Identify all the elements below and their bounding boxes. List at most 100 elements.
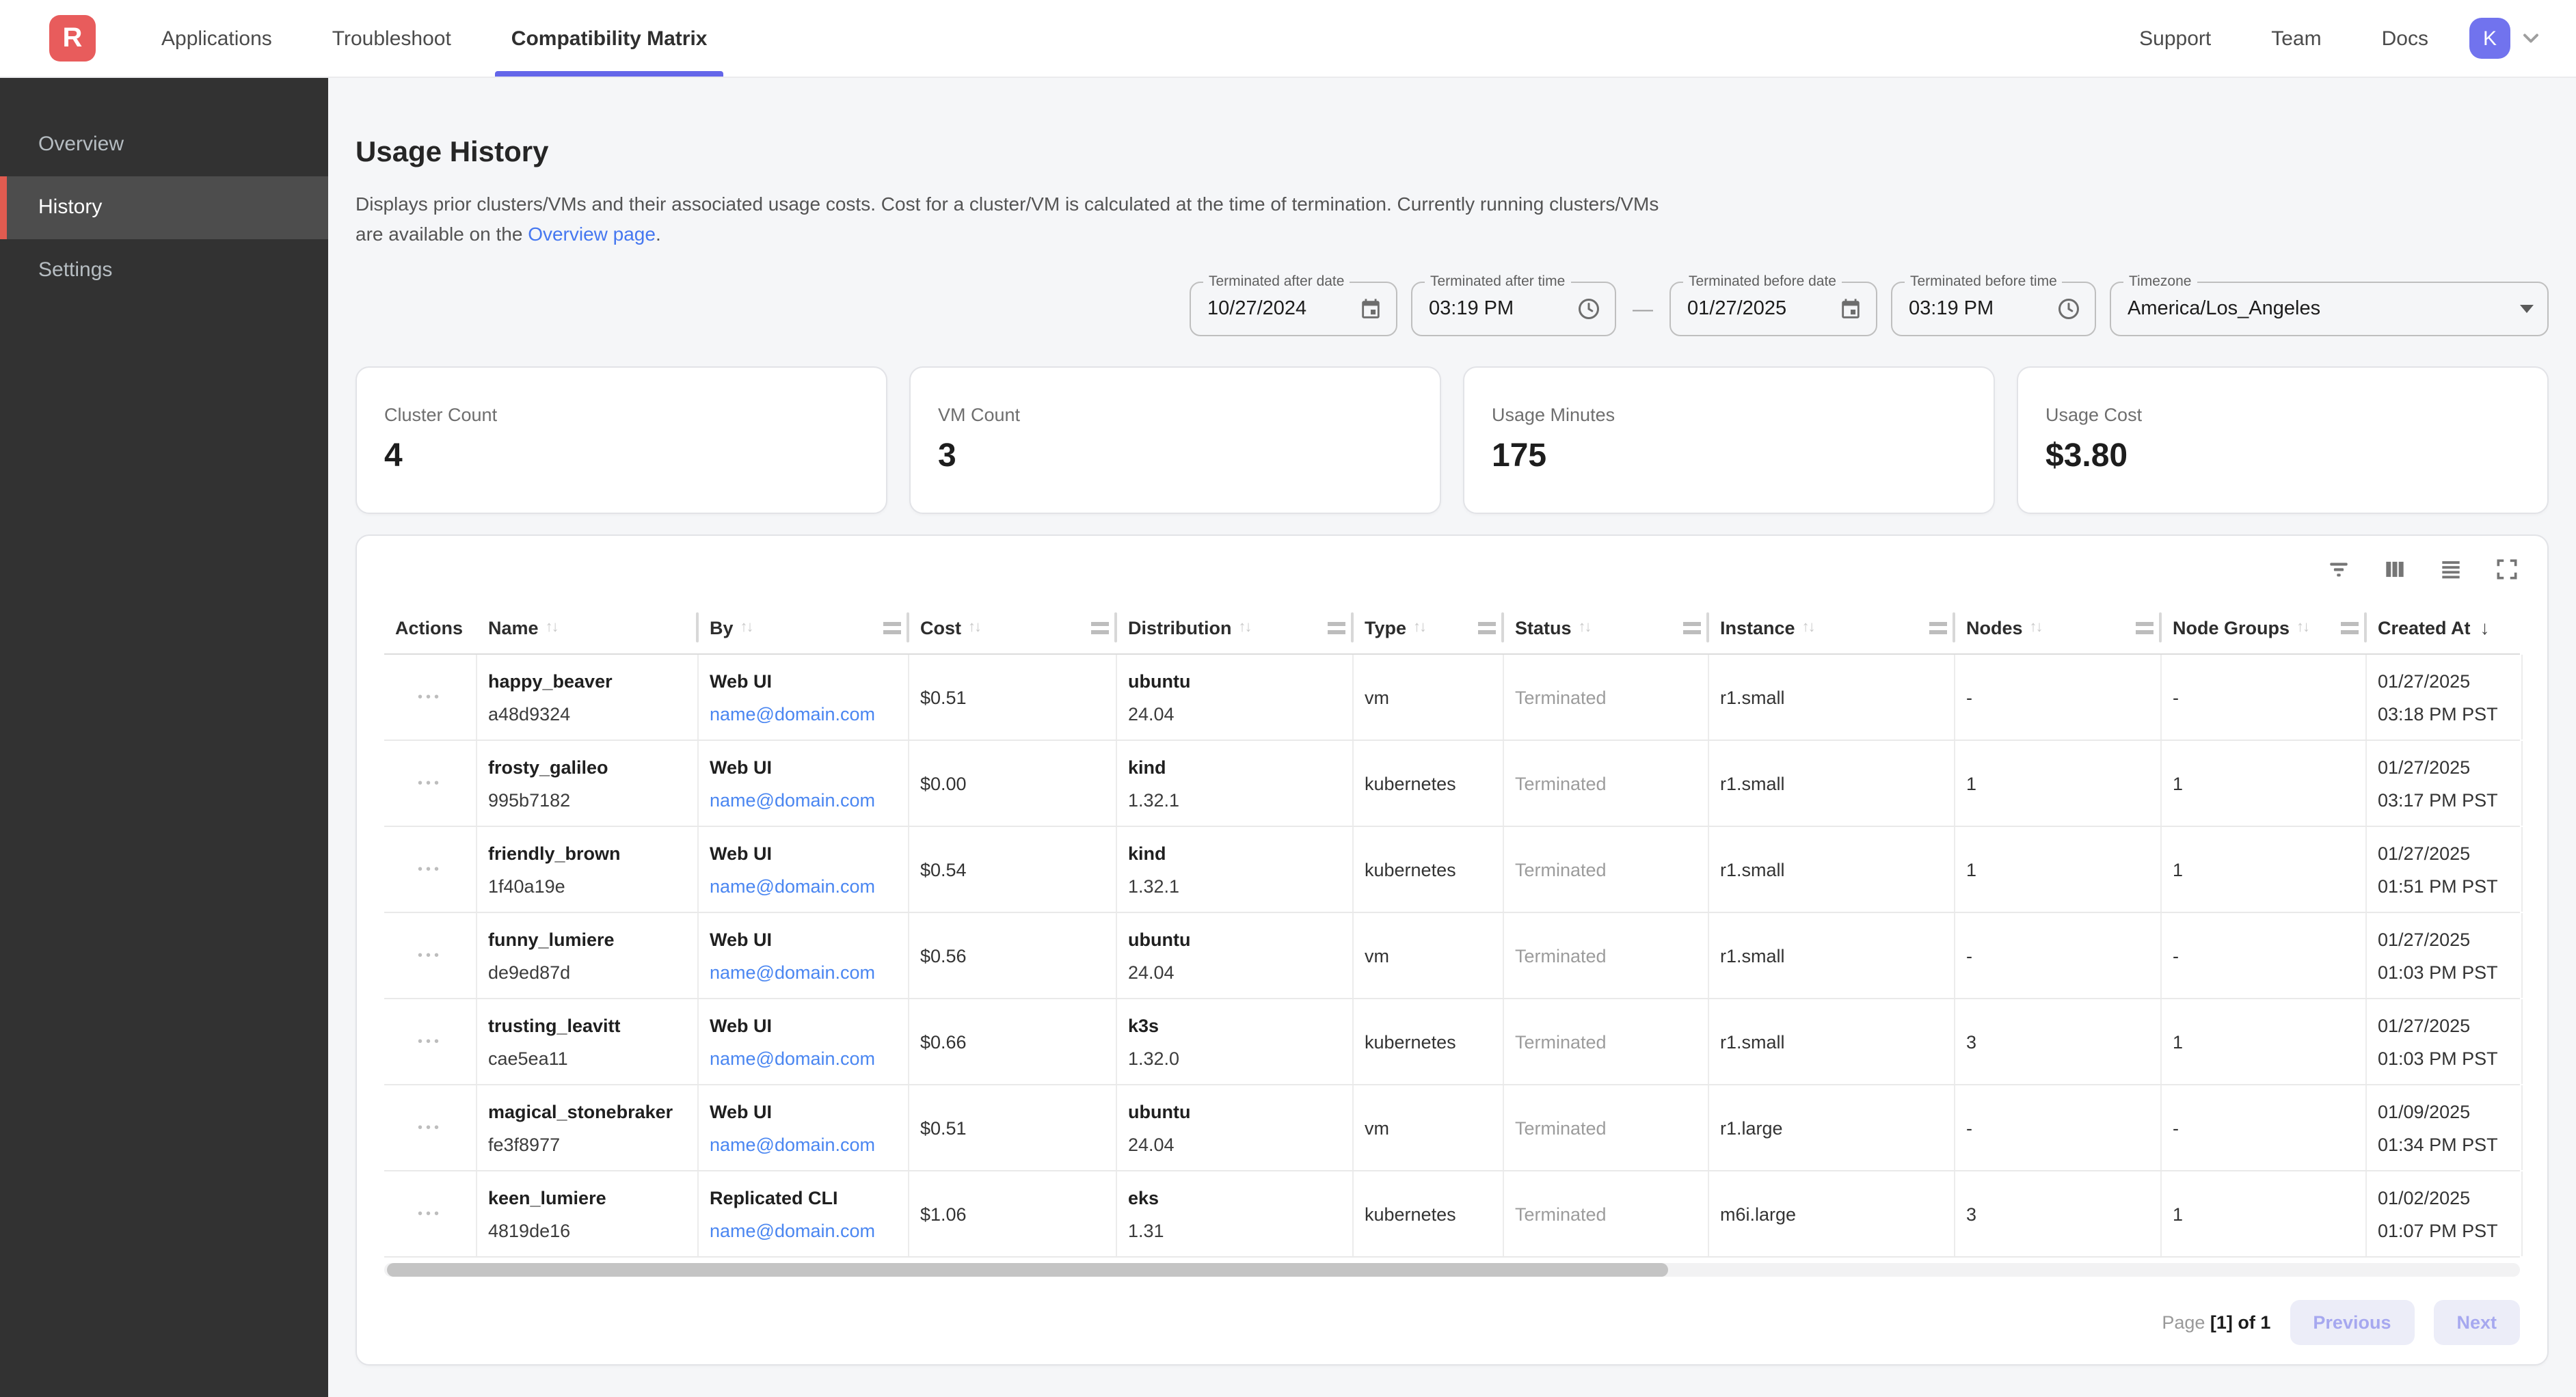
horizontal-scrollbar-thumb[interactable] xyxy=(387,1263,1669,1277)
sort-icon[interactable]: ↑↓ xyxy=(1801,619,1816,636)
tab-applications[interactable]: Applications xyxy=(161,27,272,50)
email-link[interactable]: name@domain.com xyxy=(710,962,876,982)
caret-down-icon[interactable] xyxy=(2520,305,2534,313)
row-actions-button[interactable]: ••• xyxy=(417,1034,442,1049)
clock-icon[interactable] xyxy=(2056,297,2081,321)
sort-desc-icon[interactable]: ↓ xyxy=(2480,616,2490,638)
email-link[interactable]: name@domain.com xyxy=(710,1220,876,1240)
column-separator[interactable] xyxy=(907,612,909,642)
filter-icon[interactable] xyxy=(2326,556,2352,582)
nav-link-support[interactable]: Support xyxy=(2139,27,2212,50)
row-actions-button[interactable]: ••• xyxy=(417,690,442,705)
column-menu-icon[interactable] xyxy=(883,621,901,634)
sort-icon[interactable]: ↑↓ xyxy=(740,619,754,636)
overview-page-link[interactable]: Overview page xyxy=(528,223,656,245)
sort-icon[interactable]: ↑↓ xyxy=(2296,619,2310,636)
column-header-node_groups[interactable]: Node Groups ↑↓ xyxy=(2162,601,2367,653)
column-menu-icon[interactable] xyxy=(1929,621,1947,634)
calendar-icon[interactable] xyxy=(1839,297,1862,321)
column-header-created_at[interactable]: Created At ↓ xyxy=(2367,601,2523,653)
column-menu-icon[interactable] xyxy=(1328,621,1345,634)
cell-cost: $0.51 xyxy=(909,655,1117,740)
terminated-before-date-field[interactable]: Terminated before date 01/27/2025 xyxy=(1669,273,1877,336)
email-link[interactable]: name@domain.com xyxy=(710,789,876,810)
columns-icon[interactable] xyxy=(2382,556,2408,582)
terminated-after-time-field[interactable]: Terminated after time 03:19 PM xyxy=(1411,273,1616,336)
email-link[interactable]: name@domain.com xyxy=(710,876,876,896)
column-separator[interactable] xyxy=(2159,612,2162,642)
column-header-distribution[interactable]: Distribution ↑↓ xyxy=(1117,601,1354,653)
column-header-instance[interactable]: Instance ↑↓ xyxy=(1709,601,1955,653)
column-separator[interactable] xyxy=(1114,612,1117,642)
table-row: ••• friendly_brown 1f40a19e Web UI name@doma… xyxy=(384,827,2523,913)
column-header-status[interactable]: Status ↑↓ xyxy=(1504,601,1709,653)
sidebar-item-history[interactable]: History xyxy=(0,176,328,239)
column-label: By xyxy=(710,617,734,638)
fullscreen-icon[interactable] xyxy=(2494,556,2520,582)
row-actions-button[interactable]: ••• xyxy=(417,776,442,791)
email-link[interactable]: name@domain.com xyxy=(710,703,876,724)
sort-icon[interactable]: ↑↓ xyxy=(1238,619,1252,636)
email-link[interactable]: name@domain.com xyxy=(710,1134,876,1154)
column-header-by[interactable]: By ↑↓ xyxy=(699,601,909,653)
sidebar-item-settings[interactable]: Settings xyxy=(38,258,113,282)
column-menu-icon[interactable] xyxy=(2136,621,2154,634)
terminated-after-date-field[interactable]: Terminated after date 10/27/2024 xyxy=(1190,273,1397,336)
column-menu-icon[interactable] xyxy=(1091,621,1109,634)
column-header-nodes[interactable]: Nodes ↑↓ xyxy=(1955,601,2162,653)
column-header-cost[interactable]: Cost ↑↓ xyxy=(909,601,1117,653)
column-separator[interactable] xyxy=(1501,612,1504,642)
cell-type: kubernetes xyxy=(1354,1171,1504,1256)
column-label: Type xyxy=(1365,617,1407,638)
column-header-name[interactable]: Name ↑↓ xyxy=(477,601,699,653)
cell-actions: ••• xyxy=(384,1085,477,1170)
sort-icon[interactable]: ↑↓ xyxy=(1578,619,1592,636)
field-label: Timezone xyxy=(2123,273,2197,290)
sort-icon[interactable]: ↑↓ xyxy=(1413,619,1427,636)
created_at-primary: 01/09/2025 xyxy=(2378,1101,2471,1122)
cell-created_at: 01/27/2025 01:51 PM PST xyxy=(2367,827,2523,912)
column-separator[interactable] xyxy=(1351,612,1354,642)
nav-link-docs[interactable]: Docs xyxy=(2381,27,2428,50)
distribution-primary: k3s xyxy=(1128,1015,1159,1035)
column-header-type[interactable]: Type ↑↓ xyxy=(1354,601,1504,653)
field-value: America/Los_Angeles xyxy=(2128,298,2321,320)
clock-icon[interactable] xyxy=(1577,297,1601,321)
distribution-secondary: 1.31 xyxy=(1128,1220,1164,1240)
status-value: Terminated xyxy=(1515,1031,1607,1052)
sidebar-item-overview[interactable]: Overview xyxy=(38,133,124,156)
row-actions-button[interactable]: ••• xyxy=(417,1206,442,1221)
row-actions-button[interactable]: ••• xyxy=(417,862,442,877)
replicated-logo[interactable]: R xyxy=(49,15,96,62)
email-link[interactable]: name@domain.com xyxy=(710,1048,876,1068)
next-button[interactable]: Next xyxy=(2433,1299,2520,1344)
column-separator[interactable] xyxy=(1953,612,1955,642)
chevron-down-icon[interactable] xyxy=(2519,26,2543,51)
node_groups-value: - xyxy=(2173,687,2179,707)
row-actions-button[interactable]: ••• xyxy=(417,1120,442,1135)
terminated-before-time-field[interactable]: Terminated before time 03:19 PM xyxy=(1891,273,2096,336)
column-separator[interactable] xyxy=(696,612,699,642)
calendar-icon[interactable] xyxy=(1359,297,1382,321)
instance-value: m6i.large xyxy=(1720,1204,1797,1224)
nav-link-team[interactable]: Team xyxy=(2271,27,2322,50)
user-menu[interactable]: K xyxy=(2469,18,2543,59)
row-actions-button[interactable]: ••• xyxy=(417,948,442,963)
column-separator[interactable] xyxy=(2364,612,2367,642)
column-separator[interactable] xyxy=(1706,612,1709,642)
tab-compatibility-matrix[interactable]: Compatibility Matrix xyxy=(494,0,725,77)
sort-icon[interactable]: ↑↓ xyxy=(968,619,982,636)
column-menu-icon[interactable] xyxy=(2341,621,2359,634)
column-label: Cost xyxy=(920,617,961,638)
density-icon[interactable] xyxy=(2438,556,2464,582)
tab-troubleshoot[interactable]: Troubleshoot xyxy=(332,27,451,50)
sort-icon[interactable]: ↑↓ xyxy=(545,619,559,636)
timezone-select[interactable]: Timezone America/Los_Angeles xyxy=(2110,273,2549,336)
created_at-secondary: 01:34 PM PST xyxy=(2378,1134,2498,1154)
avatar[interactable]: K xyxy=(2469,18,2510,59)
filters-row: Terminated after date 10/27/2024 Termina… xyxy=(355,273,2549,336)
column-menu-icon[interactable] xyxy=(1478,621,1496,634)
column-menu-icon[interactable] xyxy=(1683,621,1701,634)
sort-icon[interactable]: ↑↓ xyxy=(2029,619,2043,636)
previous-button[interactable]: Previous xyxy=(2290,1299,2415,1344)
